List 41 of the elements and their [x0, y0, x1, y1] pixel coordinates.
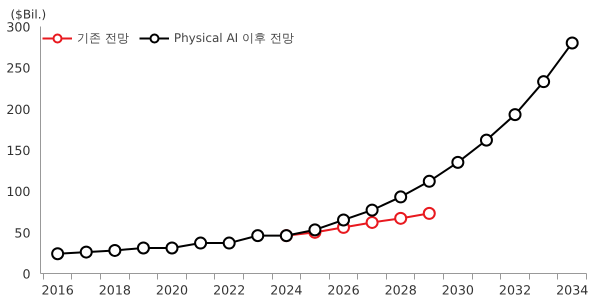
point [451, 156, 464, 169]
point [537, 75, 550, 88]
point [422, 206, 436, 220]
x-tick-label: 2022 [213, 282, 246, 297]
y-tick-label: 200 [6, 102, 31, 117]
point [394, 190, 408, 204]
y-axis-title: ($Bil.) [10, 8, 46, 22]
x-tick-label: 2032 [498, 282, 532, 297]
point [251, 229, 264, 242]
y-tick-label: 300 [6, 20, 31, 34]
point [508, 108, 522, 122]
point [394, 212, 408, 225]
point [566, 36, 579, 50]
y-tick-label: 150 [6, 143, 31, 158]
y-tick-label: 250 [6, 60, 31, 76]
x-tick-label: 2026 [327, 282, 360, 297]
point [480, 134, 493, 147]
x-tick-label: 2020 [156, 282, 188, 297]
point [222, 236, 236, 250]
legend-label: Physical AI 이후 전망 [174, 30, 294, 46]
point [108, 244, 122, 257]
point [80, 246, 93, 259]
point [422, 174, 436, 188]
point [165, 241, 178, 254]
legend-label: 기존 전망 [77, 30, 129, 46]
point [136, 241, 150, 254]
x-tick-label: 2024 [270, 282, 302, 297]
point [308, 223, 322, 236]
y-tick-label: 50 [14, 225, 31, 240]
point [51, 247, 64, 260]
point [337, 213, 350, 226]
x-tick-label: 2028 [384, 282, 417, 297]
x-tick-label: 2016 [42, 282, 74, 297]
point [366, 204, 379, 217]
x-tick-label: 2018 [98, 282, 131, 297]
point [366, 216, 379, 229]
point [194, 236, 208, 250]
y-tick-label: 0 [22, 266, 31, 282]
y-tick-label: 100 [6, 184, 31, 200]
x-tick-label: 2030 [442, 282, 474, 297]
x-tick-label: 2034 [556, 282, 588, 297]
